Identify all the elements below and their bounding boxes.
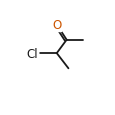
Text: Cl: Cl <box>26 47 38 60</box>
Text: O: O <box>52 19 61 32</box>
Text: Cl: Cl <box>26 47 38 60</box>
Text: O: O <box>52 19 61 32</box>
